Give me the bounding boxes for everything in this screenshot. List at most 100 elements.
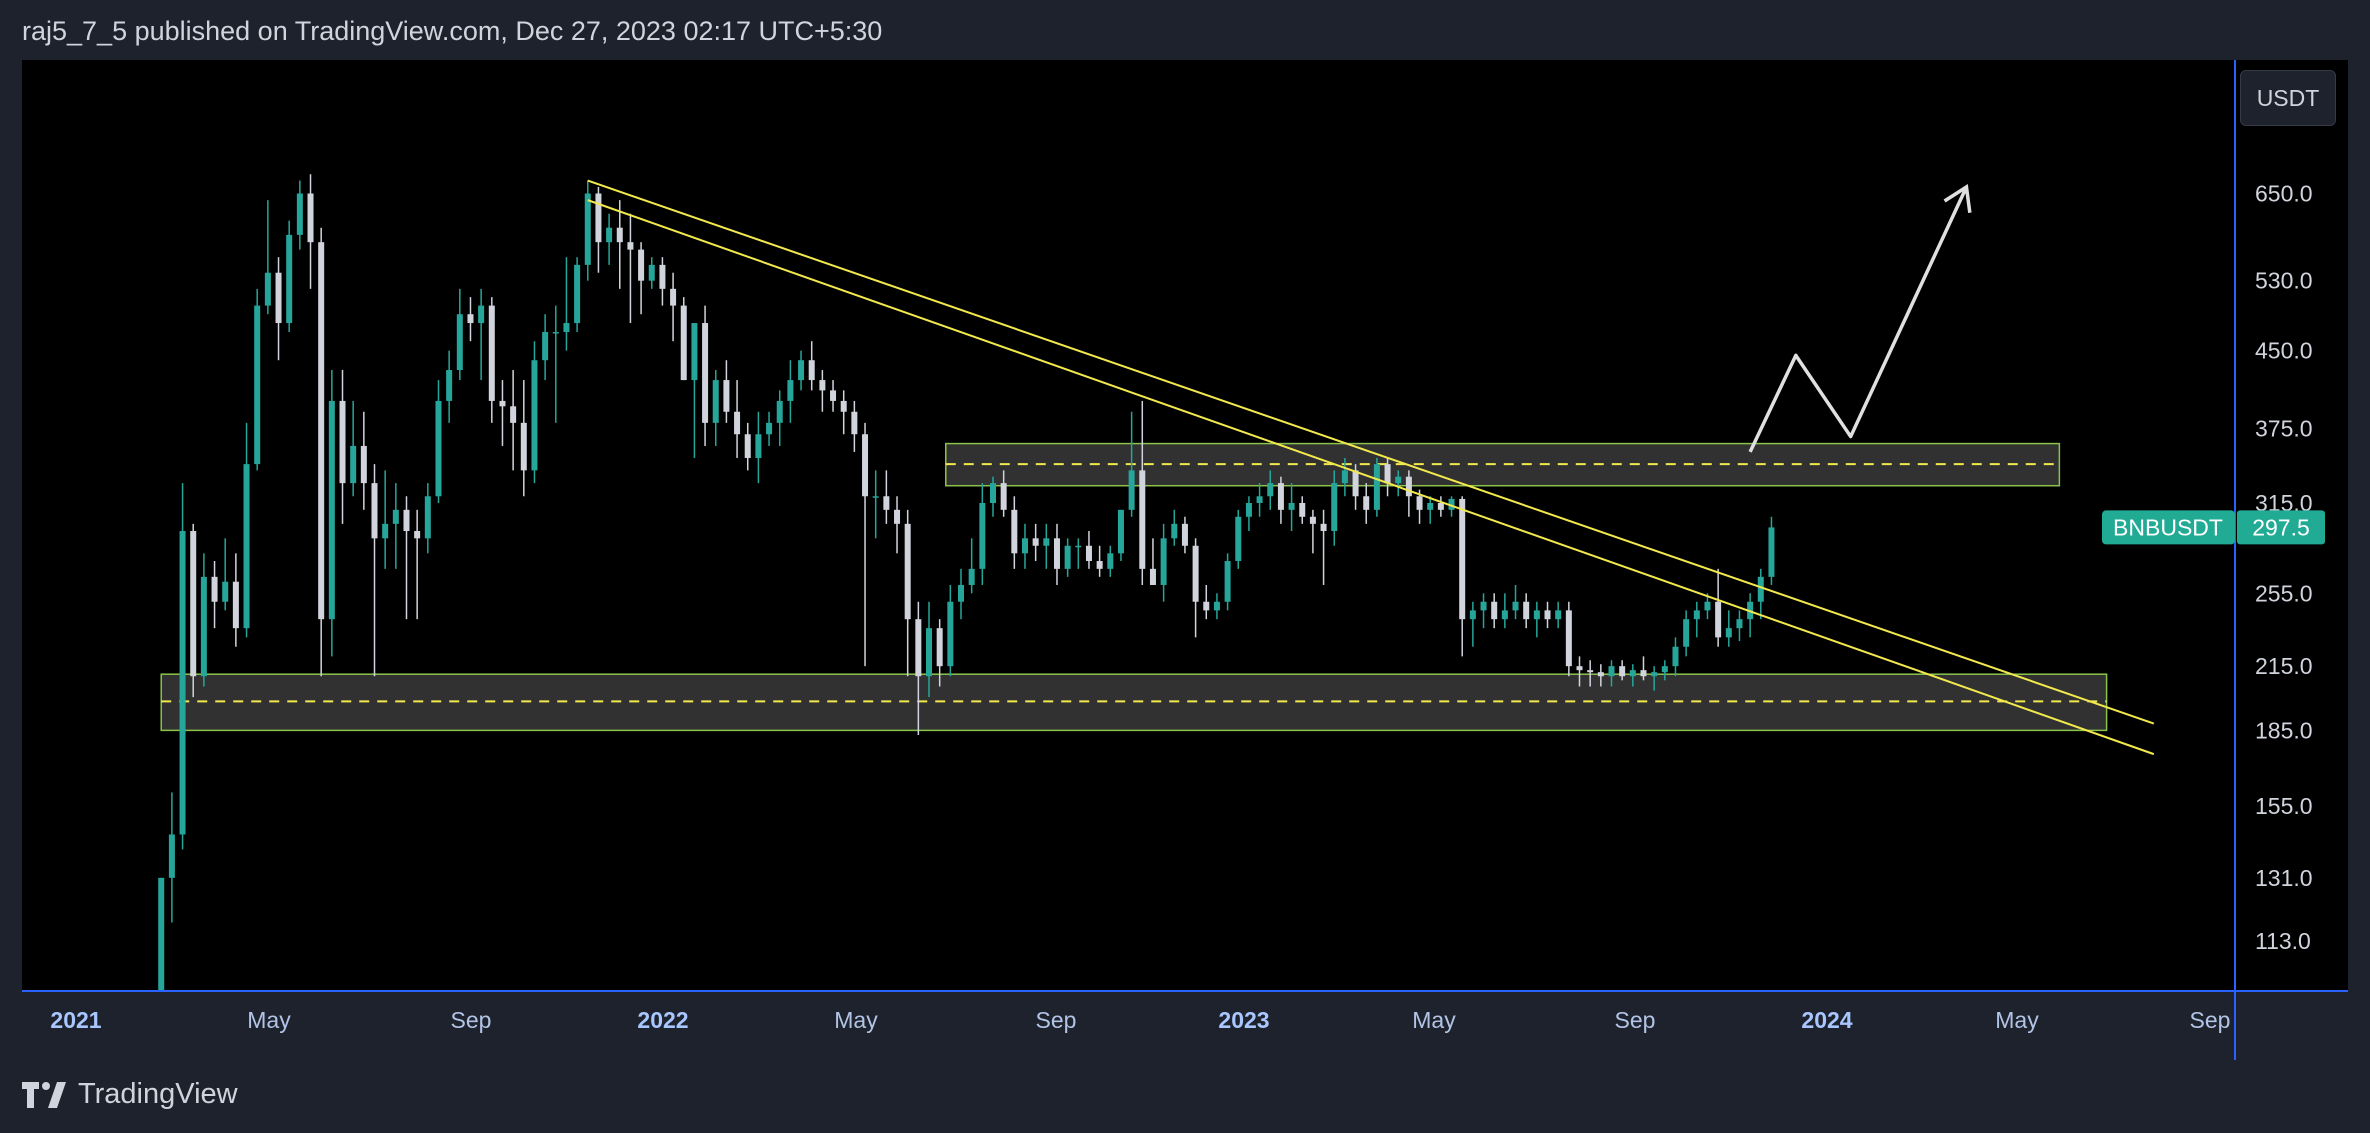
candle-body <box>1224 561 1231 602</box>
candle-body <box>1640 670 1647 677</box>
candle <box>1587 660 1594 687</box>
candle <box>243 422 250 638</box>
candle-body <box>190 531 197 677</box>
candle <box>382 470 389 569</box>
candle <box>1555 601 1562 629</box>
candle <box>1139 400 1146 585</box>
candle <box>275 257 282 361</box>
candle <box>1032 523 1039 562</box>
candle <box>1000 470 1007 517</box>
candle <box>723 360 730 423</box>
candle <box>499 380 506 446</box>
x-tick-label: May <box>1412 1007 1456 1033</box>
x-tick-label: 2023 <box>1218 1007 1269 1033</box>
last-price-label: 297.5 <box>2252 514 2310 540</box>
tradingview-logo-icon <box>22 1081 66 1108</box>
candle-body <box>168 834 175 878</box>
candle <box>1384 457 1391 497</box>
candlestick-chart[interactable]: 650.0530.0450.0375.0315.0255.0215.0185.0… <box>22 60 2350 1062</box>
candle-body <box>1576 666 1583 671</box>
candle <box>456 288 463 381</box>
currency-selector-button[interactable]: USDT <box>2240 70 2336 126</box>
candle <box>158 877 165 991</box>
candle <box>307 174 314 289</box>
candle-body <box>1405 476 1412 497</box>
candle-body <box>1149 568 1156 585</box>
candle <box>478 288 485 381</box>
candle <box>851 400 858 452</box>
candle-body <box>1331 483 1338 532</box>
candle-body <box>1096 561 1103 569</box>
candle-body <box>1011 509 1018 554</box>
candle-body <box>1160 538 1167 585</box>
candle <box>872 470 879 539</box>
x-tick-label: 2022 <box>637 1007 688 1033</box>
candle-body <box>1629 670 1636 677</box>
candle-body <box>1469 610 1476 620</box>
candle <box>958 568 965 620</box>
candle <box>1704 593 1711 620</box>
candle-body <box>1491 601 1498 620</box>
candle <box>1619 660 1626 681</box>
candle <box>638 242 645 315</box>
y-tick-label: 450.0 <box>2255 338 2313 364</box>
candle <box>1480 593 1487 629</box>
candle-body <box>766 422 773 435</box>
candle <box>318 227 325 677</box>
chart-plot-area[interactable]: 650.0 530.0 450.0 375.0 315.0 255.0 215.0 185.0… <box>22 60 2350 1062</box>
candle <box>488 297 495 423</box>
candle-body <box>851 411 858 435</box>
candle-body <box>1619 666 1626 677</box>
candle <box>1395 470 1402 497</box>
candle-body <box>499 400 506 407</box>
symbol-label-bg <box>2102 510 2235 545</box>
candle-body <box>606 227 613 243</box>
candle-body <box>1235 516 1242 562</box>
candle-body <box>968 568 975 585</box>
candle-body <box>264 272 271 306</box>
candle-body <box>1107 553 1114 569</box>
candle-body <box>360 445 367 484</box>
candle-body <box>979 502 986 569</box>
y-tick-label: 113.0 <box>2255 928 2311 954</box>
candle-body <box>680 305 687 381</box>
candle-body <box>1672 646 1679 667</box>
candle <box>659 257 666 306</box>
candle <box>1363 483 1370 524</box>
candle <box>819 370 826 412</box>
candle <box>1107 545 1114 577</box>
candle <box>734 380 741 458</box>
candle-body <box>243 464 250 629</box>
candle-body <box>638 249 645 281</box>
candle-body <box>1384 464 1391 484</box>
candle-body <box>787 380 794 401</box>
candle <box>1235 509 1242 569</box>
candle-body <box>1213 601 1220 611</box>
candle-body <box>734 411 741 435</box>
candle-body <box>670 288 677 306</box>
candle <box>1437 496 1444 517</box>
candle <box>1736 610 1743 642</box>
candle-body <box>1373 464 1380 510</box>
candle <box>414 509 421 620</box>
candle-body <box>1064 545 1071 569</box>
candle <box>1405 470 1412 517</box>
candle-body <box>1597 672 1604 677</box>
candle <box>1043 523 1050 569</box>
x-tick-label: Sep <box>1615 1007 1656 1033</box>
candle <box>179 483 186 850</box>
candle <box>1469 601 1476 647</box>
candle <box>1629 664 1636 687</box>
candle <box>1768 516 1775 585</box>
candle-body <box>1341 470 1348 484</box>
candle <box>435 380 442 503</box>
candle-body <box>1768 527 1775 577</box>
candle-body <box>1512 601 1519 611</box>
candle <box>254 288 261 471</box>
candle-body <box>456 314 463 371</box>
candle-body <box>286 234 293 324</box>
symbol-label: BNBUSDT <box>2113 514 2223 540</box>
candle-body <box>435 400 442 497</box>
candle-body <box>755 434 762 458</box>
candle <box>915 601 922 736</box>
